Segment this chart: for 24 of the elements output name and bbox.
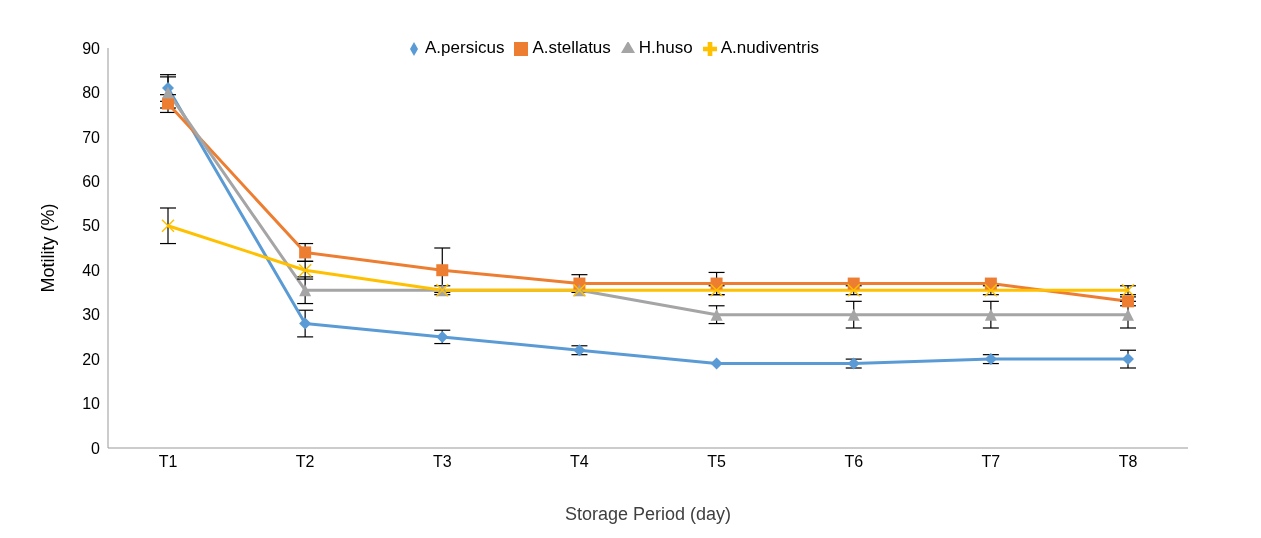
x-tick-label: T8 bbox=[1118, 453, 1138, 471]
legend-label: H.huso bbox=[638, 38, 693, 57]
x-tick-label: T4 bbox=[570, 453, 589, 471]
x-tick-label: T2 bbox=[295, 453, 315, 471]
x-tick-label: T3 bbox=[432, 453, 452, 471]
y-tick-label: 60 bbox=[82, 173, 101, 191]
x-tick-label: T7 bbox=[981, 453, 1001, 471]
y-tick-label: 0 bbox=[91, 439, 101, 457]
x-tick-label: T6 bbox=[844, 453, 864, 471]
legend-label: A.persicus bbox=[425, 38, 505, 57]
y-tick-label: 40 bbox=[82, 261, 101, 279]
y-axis-title: Motility (%) bbox=[38, 203, 59, 293]
legend-label: A.stellatus bbox=[532, 38, 611, 57]
x-tick-label: T5 bbox=[707, 453, 727, 471]
y-tick-label: 30 bbox=[82, 306, 101, 324]
y-tick-label: 70 bbox=[82, 128, 101, 146]
y-tick-label: 80 bbox=[82, 84, 101, 102]
x-tick-label: T1 bbox=[158, 453, 178, 471]
legend-label: A.nudiventris bbox=[720, 38, 819, 57]
y-tick-label: 10 bbox=[82, 395, 101, 413]
y-tick-label: 90 bbox=[82, 39, 101, 57]
y-tick-label: 20 bbox=[82, 350, 101, 368]
x-axis-title: Storage Period (day) bbox=[564, 504, 732, 524]
y-tick-label: 50 bbox=[82, 217, 101, 235]
